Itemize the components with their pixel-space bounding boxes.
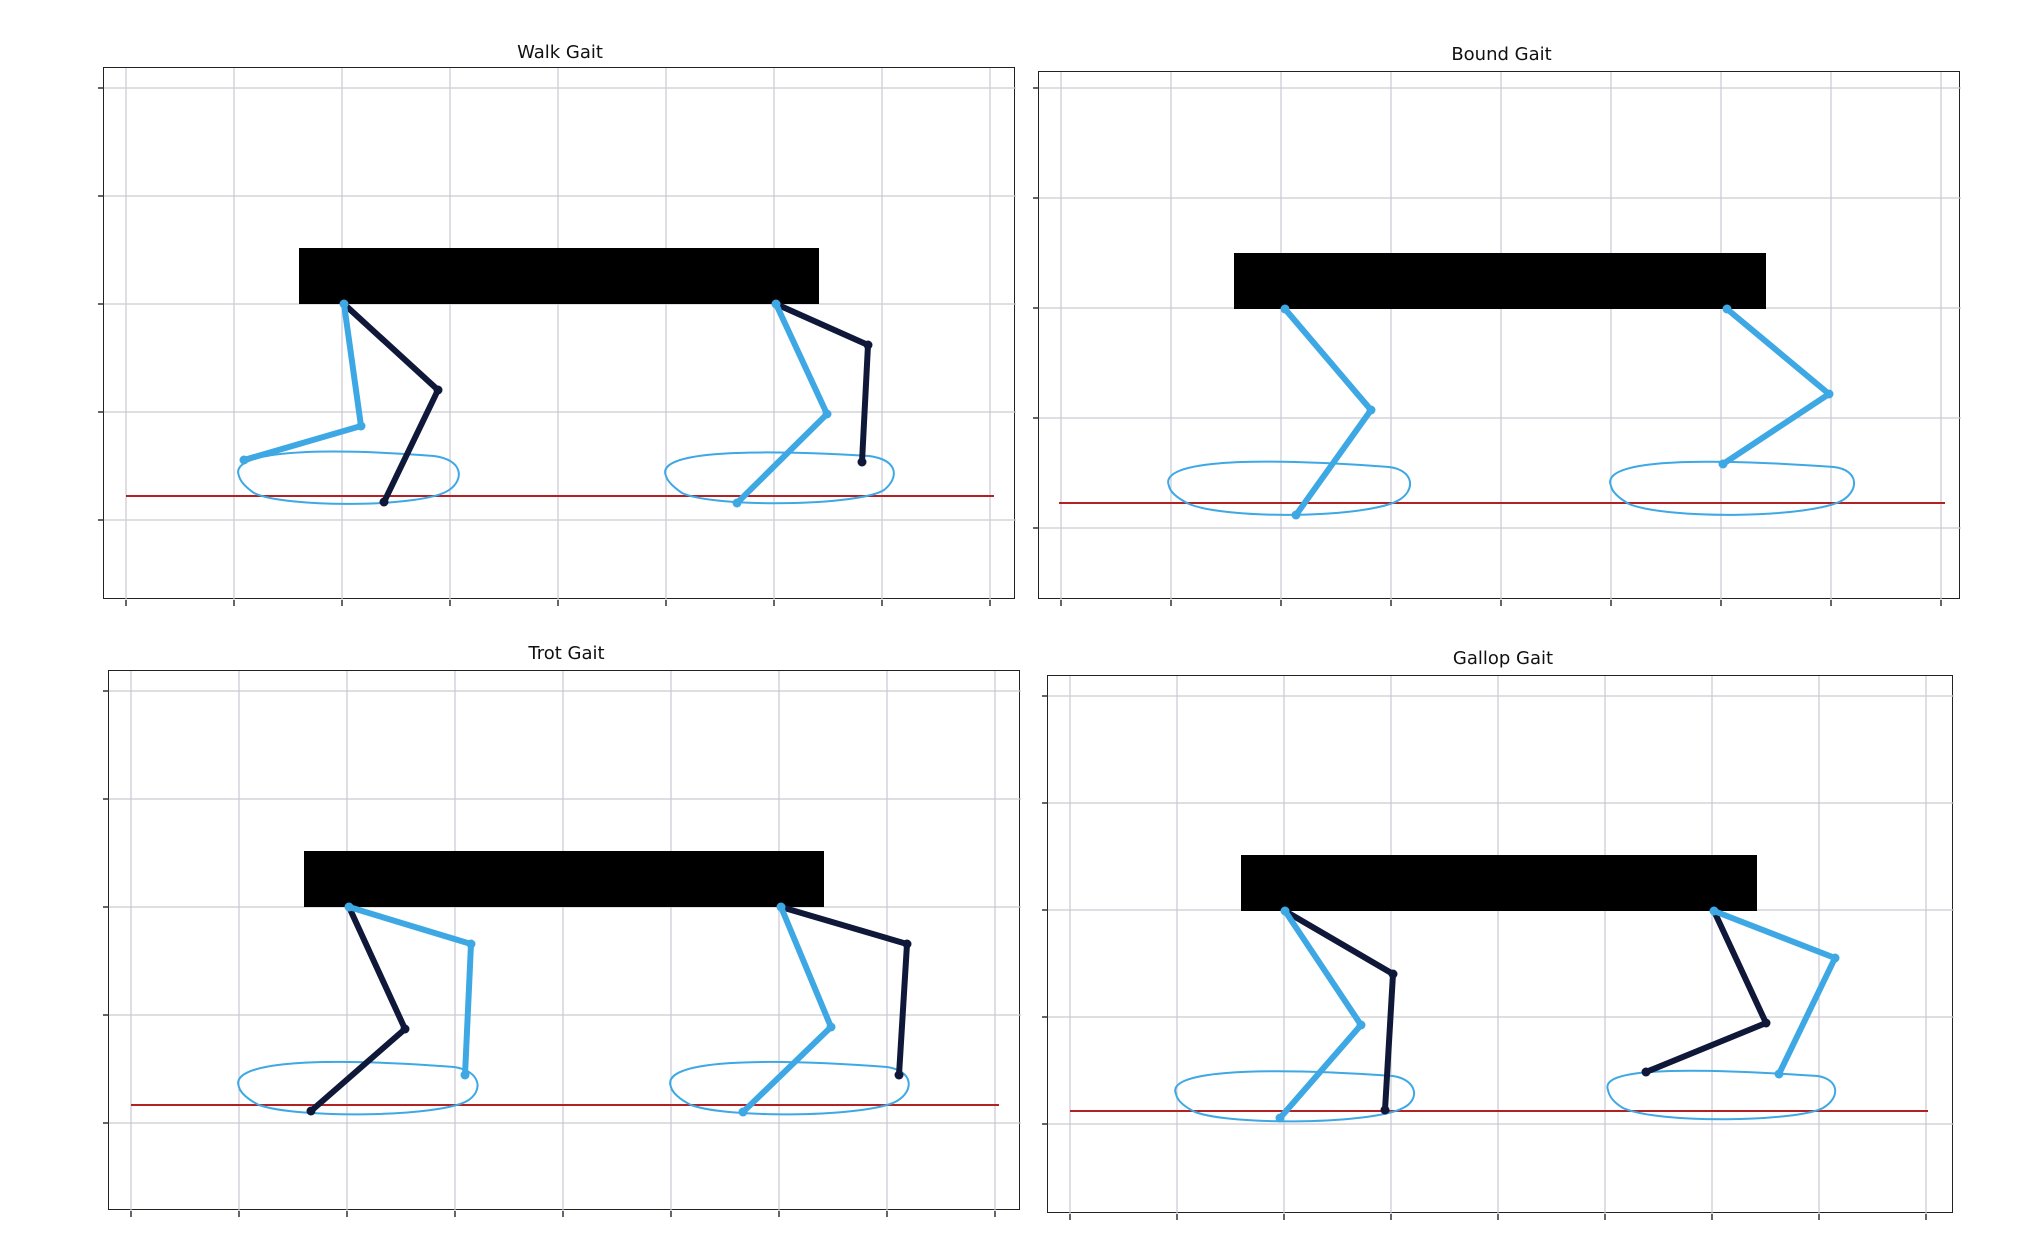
trot-rear-leg-light [740,905,834,1115]
trot-front-leg-dark [309,905,408,1114]
gallop-foot-trajectory-front [1174,1070,1416,1123]
walk-gait-panel: Walk Gait [98,40,1020,610]
gallop-joints [1275,906,1840,1123]
bound-rear-leg [1721,306,1832,467]
trot-joints [306,902,912,1117]
bound-foot-trajectory-rear [1609,460,1856,516]
bound-gait-title: Bound Gait [1451,44,1552,65]
trot-gait-diagram [103,671,1021,1217]
trot-grid [109,671,1021,1211]
bound-robot-body [1234,253,1766,309]
gallop-front-leg-light [1277,909,1364,1120]
bound-foot-trajectory-front [1167,460,1412,516]
gallop-front-leg-dark [1283,908,1396,1111]
gallop-gait-panel: Gallop Gait [1042,648,1963,1228]
gallop-gait-plot-area [1042,675,1954,1220]
gallop-robot-body [1241,855,1757,911]
gallop-gait-title: Gallop Gait [1452,648,1554,669]
walk-grid [104,68,1016,600]
walk-foot-trajectory-rear [664,451,895,505]
walk-axis-ticks [98,87,991,606]
gallop-foot-trajectory-rear [1606,1069,1837,1121]
trot-gait-title: Trot Gait [528,643,605,664]
walk-foot-trajectory-front [237,450,460,505]
bound-gait-panel: Bound Gait [1033,44,1969,614]
gallop-rear-leg-dark [1644,909,1769,1075]
trot-axis-ticks [103,690,996,1217]
walk-front-leg-light [243,303,364,463]
trot-gait-panel: Trot Gait [103,643,1029,1223]
walk-gait-plot-area [98,67,1016,606]
trot-foot-trajectory-rear [669,1060,910,1116]
walk-gait-title: Walk Gait [517,42,603,63]
bound-axis-ticks [1033,87,1942,606]
walk-joints [239,299,873,508]
trot-foot-trajectory-front [237,1060,479,1116]
trot-gait-plot-area [103,670,1021,1217]
walk-rear-leg-light [734,302,830,506]
bound-joints [1280,304,1834,520]
bound-front-leg [1282,307,1374,517]
walk-robot-body [299,248,819,304]
trot-robot-body [304,851,824,907]
trot-rear-leg-dark [780,904,910,1076]
gallop-gait-diagram [1042,676,1954,1220]
gallop-grid [1048,676,1954,1214]
bound-gait-plot-area [1033,71,1961,606]
walk-gait-diagram [98,68,1016,606]
gallop-axis-ticks [1042,695,1927,1220]
bound-gait-diagram [1033,72,1961,606]
gallop-rear-leg-light [1712,908,1838,1076]
bound-grid [1039,72,1961,600]
trot-front-leg-light [348,904,474,1076]
